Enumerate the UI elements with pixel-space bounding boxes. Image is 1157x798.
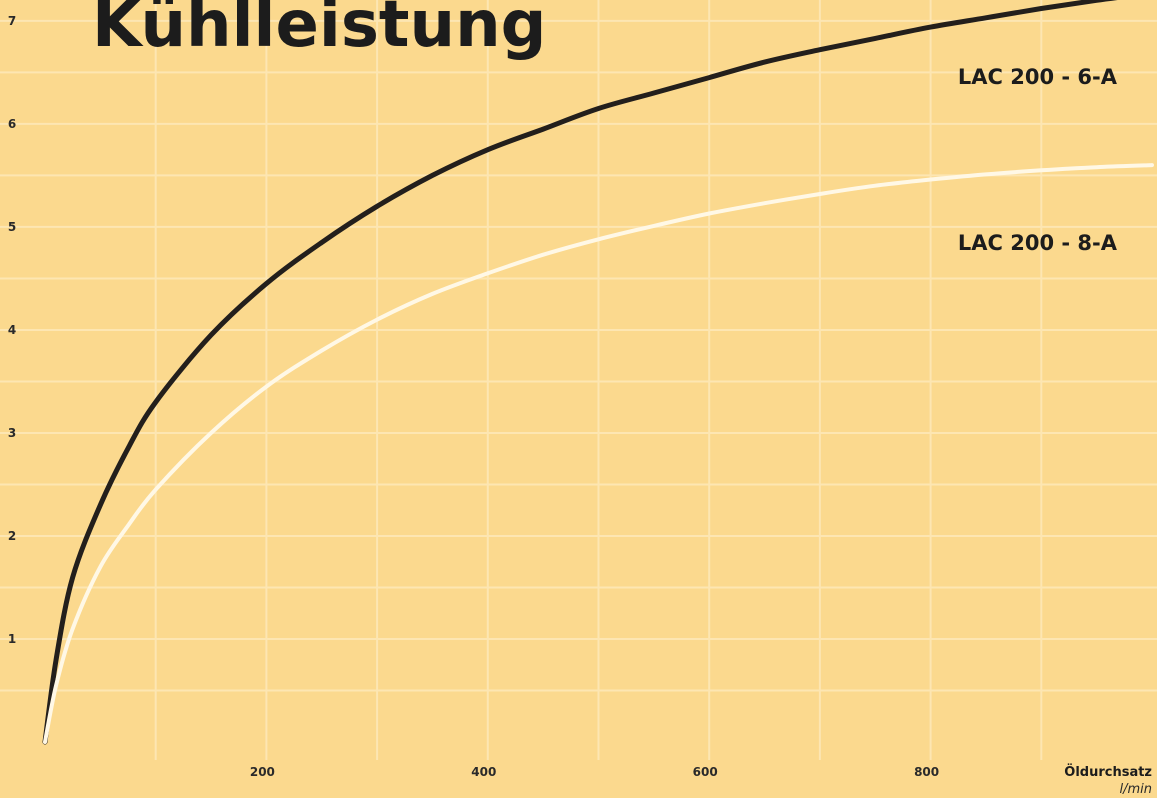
- y-tick-label: 5: [8, 220, 16, 234]
- x-axis-unit: l/min: [1119, 782, 1152, 797]
- x-tick-label: 600: [693, 765, 718, 779]
- series-label-lac-200-6a: LAC 200 - 6-A: [958, 65, 1118, 89]
- series-label-lac-200-8a: LAC 200 - 8-A: [958, 231, 1118, 255]
- y-tick-label: 6: [8, 117, 16, 131]
- tick-labels: 1 2 3 4 5 6 7 200 400 600 800: [8, 14, 939, 779]
- series-line-lac-200-6a: [42, 0, 1118, 745]
- y-tick-label: 1: [8, 632, 16, 646]
- y-tick-label: 4: [8, 323, 16, 337]
- y-tick-label: 2: [8, 529, 16, 543]
- y-tick-label: 7: [8, 14, 16, 28]
- x-tick-label: 200: [250, 765, 275, 779]
- x-tick-label: 800: [914, 765, 939, 779]
- series-layer: [42, 0, 1154, 745]
- series-line-lac-200-8a: [43, 163, 1154, 744]
- x-axis-label: Öldurchsatz: [1064, 764, 1152, 780]
- chart-title: Kühlleistung: [92, 0, 546, 62]
- x-tick-label: 400: [471, 765, 496, 779]
- y-tick-label: 3: [8, 426, 16, 440]
